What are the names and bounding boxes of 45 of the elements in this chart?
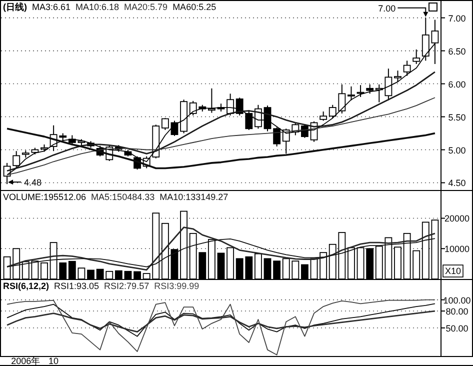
line-series [6, 238, 436, 268]
y-tick-label: 4.50 [448, 178, 466, 188]
y-tick-label: 10000 [444, 244, 470, 254]
y-tick-label: 20000 [444, 214, 470, 224]
text: MA60:5.25 [172, 2, 216, 12]
candlestick [320, 110, 328, 122]
text: MA20:5.79 [124, 2, 168, 12]
text: MA5:150484.33 [91, 192, 155, 202]
line-series [6, 303, 436, 337]
annotation: 4.48 [24, 178, 42, 188]
candlestick [403, 60, 411, 76]
candlestick [12, 150, 20, 169]
text: MA3:6.61 [32, 2, 71, 12]
candlestick [348, 86, 355, 101]
text: MA10:133149.27 [160, 192, 228, 202]
line-series [6, 128, 436, 170]
candlestick [208, 88, 216, 114]
candlestick [394, 70, 402, 82]
candlestick [273, 126, 281, 147]
series-label: RSI1:93.05 [54, 281, 100, 291]
text: RSI2:79.57 [104, 281, 150, 291]
chart-title: (日线) [3, 2, 27, 12]
text: MA10:6.18 [76, 2, 120, 12]
annotation: 7.00 [378, 3, 396, 14]
series-label: RSI3:99.99 [154, 281, 200, 291]
y-tick-label: 5.50 [448, 112, 466, 122]
line-series [6, 299, 436, 356]
line-series [6, 310, 436, 333]
y-tick-label: 5.00 [448, 145, 466, 156]
y-tick-label: 6.50 [448, 46, 466, 56]
y-tick-label: 7.00 [448, 13, 466, 24]
text: X10 [444, 266, 462, 276]
candlestick [366, 84, 374, 94]
y-tick-label: 6.00 [448, 79, 466, 90]
y-tick-label: 80.00 [446, 306, 468, 317]
y-tick-label: 100.00 [443, 295, 471, 306]
y-tick-label: 50.00 [446, 323, 468, 334]
x-tick-label: 2006年 [11, 356, 40, 366]
x-tick-label: 10 [48, 356, 59, 366]
candlestick [161, 118, 169, 130]
line-series [6, 226, 436, 271]
chart-title: RSI(6,12,2) [3, 281, 50, 291]
candlestick [226, 93, 234, 116]
text: VOLUME:195512.06 [3, 192, 86, 202]
candlestick [412, 48, 420, 64]
